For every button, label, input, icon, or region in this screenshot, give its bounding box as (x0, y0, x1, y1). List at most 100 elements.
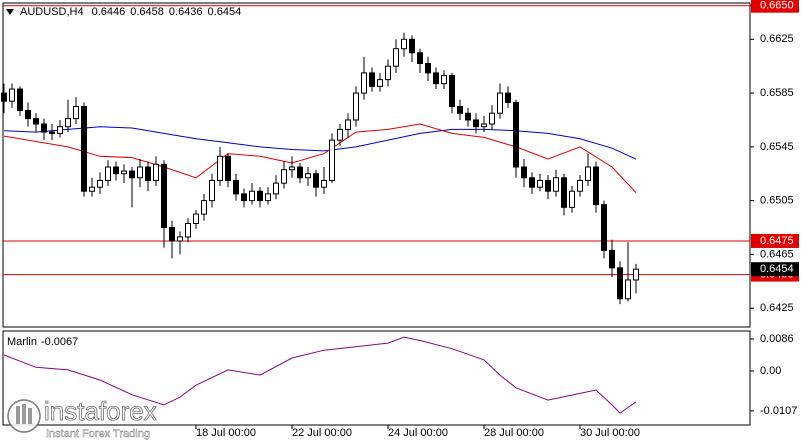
indicator-panel (2, 330, 751, 426)
candle-body (473, 119, 479, 128)
quote-value: 0.6454 (208, 6, 242, 18)
candle-body (17, 88, 23, 112)
candle-body (465, 112, 471, 121)
candle-body (577, 179, 583, 192)
candle-body (529, 177, 535, 188)
candle-body (97, 179, 103, 188)
candle-body (521, 166, 527, 179)
candle-body (33, 118, 39, 125)
candle-body (225, 155, 231, 181)
indicator-y-tick-label: -0.0107 (760, 405, 797, 417)
candle-body (505, 92, 511, 103)
y-tick-label: 0.6505 (760, 195, 794, 207)
candle-body (169, 227, 175, 242)
candle-body (457, 106, 463, 114)
candle-body (561, 177, 567, 208)
candle-body (545, 179, 551, 192)
candle-body (81, 106, 87, 192)
candle-body (193, 213, 199, 224)
candle-body (121, 170, 127, 175)
candle-body (321, 179, 327, 188)
candle-body (553, 177, 559, 192)
indicator-value: -0.0067 (41, 336, 78, 348)
candle-body (273, 182, 279, 195)
candle-body (89, 186, 95, 192)
y-tick-label: 0.6585 (760, 87, 794, 99)
candle-body (337, 128, 343, 141)
candle-body (489, 112, 495, 125)
candle-body (361, 72, 367, 94)
last-price-label: 0.6454 (760, 263, 794, 275)
x-tick-label: 30 Jul 00:00 (580, 427, 640, 439)
candle-body (73, 106, 79, 120)
symbol: AUDUSD,H4 (20, 6, 84, 18)
candle-body (609, 249, 615, 269)
watermark-logo-bar (16, 406, 20, 424)
candle-body (449, 75, 455, 108)
indicator-line (3, 336, 637, 414)
candle-body (289, 166, 295, 171)
quote-value: 0.6446 (92, 6, 126, 18)
moving-average (3, 123, 637, 193)
candle-body (9, 88, 15, 102)
candle-body (345, 119, 351, 130)
candle-body (137, 166, 143, 179)
indicator-name: Marlin (7, 336, 37, 348)
watermark-tagline: Instant Forex Trading (46, 428, 150, 440)
candle-body (65, 118, 71, 128)
candle-body (625, 279, 631, 300)
candle-body (601, 204, 607, 251)
y-tick-label: 0.6545 (760, 141, 794, 153)
x-tick-label: 22 Jul 00:00 (292, 427, 352, 439)
candle-body (1, 92, 7, 102)
candle-body (297, 166, 303, 179)
candle-body (417, 52, 423, 64)
candle-body (393, 48, 399, 67)
candle-body (369, 72, 375, 87)
candle-body (441, 75, 447, 85)
candle-body (329, 139, 335, 181)
candle-body (217, 155, 223, 181)
candle-body (113, 166, 119, 175)
x-tick-label: 18 Jul 00:00 (196, 427, 256, 439)
candle-body (513, 101, 519, 168)
level-label-bg (751, 0, 799, 13)
candle-body (425, 62, 431, 74)
watermark-logo-bar (22, 404, 26, 424)
candle-body (281, 169, 287, 184)
x-tick-label: 24 Jul 00:00 (388, 427, 448, 439)
candle-body (385, 65, 391, 81)
candle-body (265, 193, 271, 202)
candle-body (201, 200, 207, 215)
candle-body (481, 123, 487, 128)
candle-body (585, 166, 591, 181)
candle-body (105, 166, 111, 181)
candle-body (537, 179, 543, 188)
candle-body (377, 79, 383, 87)
y-tick-label: 0.6625 (760, 33, 794, 45)
level-label: 0.6475 (760, 235, 794, 247)
candle-body (57, 126, 63, 134)
candle-body (185, 222, 191, 238)
candle-body (41, 123, 47, 133)
indicator-y-tick-label: 0.0086 (760, 333, 794, 345)
candle-body (177, 236, 183, 242)
indicator-y-tick-label: 0.00 (760, 365, 781, 377)
level-label-bg (751, 233, 799, 248)
candle-body (433, 72, 439, 85)
candle-body (209, 179, 215, 202)
quote-value: 0.6436 (169, 6, 203, 18)
level-label: 0.6650 (760, 0, 794, 12)
candle-body (617, 267, 623, 300)
watermark-logo-bar (28, 408, 32, 424)
candle-body (313, 173, 319, 188)
candle-body (25, 110, 31, 120)
candle-body (145, 166, 151, 181)
candle-body (161, 163, 167, 229)
moving-average (3, 126, 637, 160)
candle-body (249, 190, 255, 202)
quote-value: 0.6458 (130, 6, 164, 18)
candle-body (401, 38, 407, 50)
